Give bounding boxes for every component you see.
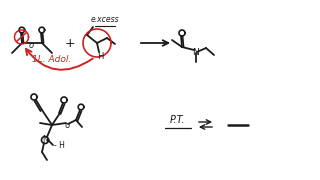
Text: e.xcess: e.xcess xyxy=(91,15,119,24)
Text: - H: - H xyxy=(54,141,65,150)
Text: +: + xyxy=(65,37,75,50)
Text: o: o xyxy=(28,41,34,50)
Text: N: N xyxy=(42,136,48,145)
Text: H: H xyxy=(97,51,103,60)
Text: o: o xyxy=(64,120,69,129)
Text: P.T.: P.T. xyxy=(170,115,186,125)
Text: 1L. Adol.: 1L. Adol. xyxy=(32,55,72,64)
Text: N: N xyxy=(193,48,199,57)
